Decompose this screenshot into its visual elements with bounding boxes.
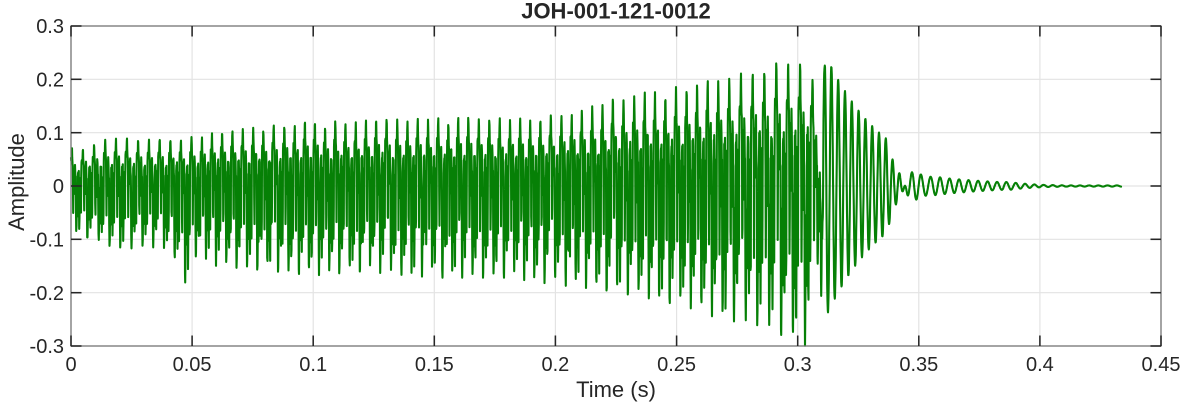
svg-text:0: 0: [65, 354, 76, 376]
svg-text:0.1: 0.1: [299, 354, 327, 376]
svg-text:0.15: 0.15: [415, 354, 454, 376]
svg-text:0.3: 0.3: [36, 16, 64, 38]
svg-text:Time (s): Time (s): [576, 377, 656, 402]
svg-text:JOH-001-121-0012: JOH-001-121-0012: [521, 0, 711, 24]
svg-text:0.4: 0.4: [1026, 354, 1054, 376]
svg-text:0.1: 0.1: [36, 123, 64, 145]
svg-text:0.25: 0.25: [657, 354, 696, 376]
svg-text:0: 0: [53, 176, 64, 198]
svg-text:0.35: 0.35: [899, 354, 938, 376]
svg-text:Amplitude: Amplitude: [4, 133, 29, 231]
svg-text:0.05: 0.05: [173, 354, 212, 376]
svg-text:-0.3: -0.3: [30, 336, 64, 358]
svg-text:0.2: 0.2: [541, 354, 569, 376]
svg-text:-0.1: -0.1: [30, 230, 64, 252]
svg-text:0.45: 0.45: [1142, 354, 1181, 376]
svg-text:0.2: 0.2: [36, 70, 64, 92]
svg-text:0.3: 0.3: [784, 354, 812, 376]
svg-text:-0.2: -0.2: [30, 283, 64, 305]
